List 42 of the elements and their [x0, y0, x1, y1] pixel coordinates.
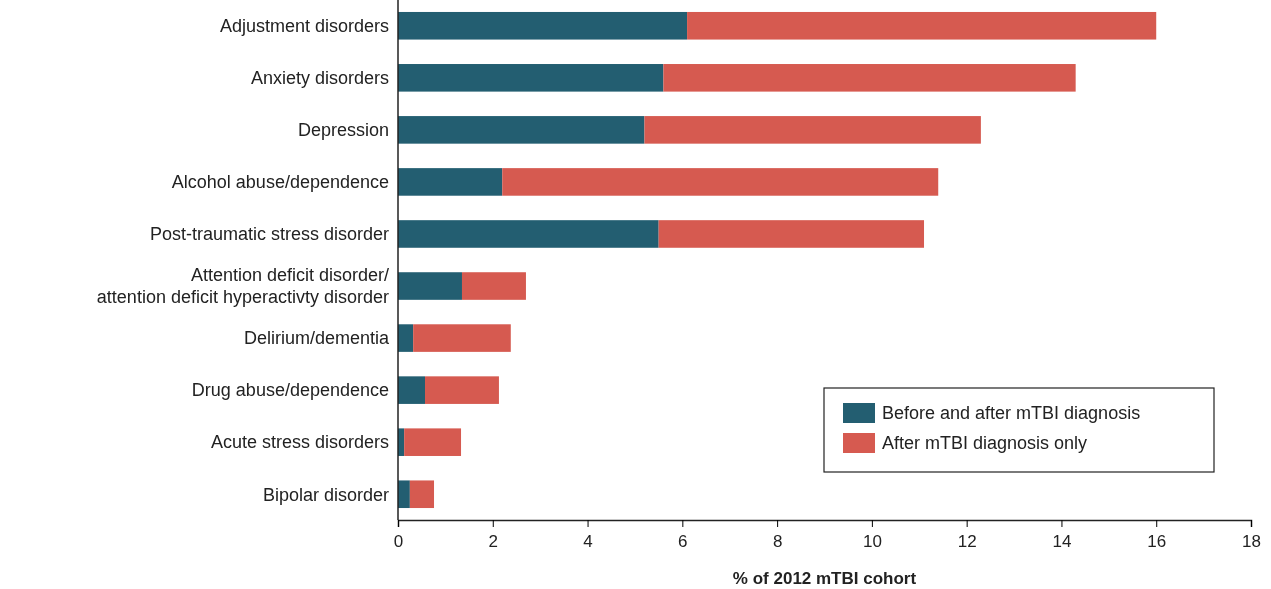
y-tick-label: Anxiety disorders	[250, 68, 389, 89]
bar	[413, 324, 511, 352]
bar	[398, 272, 462, 300]
x-tick-label: 10	[862, 532, 882, 551]
y-tick-label: Post-traumatic stress disorder	[149, 224, 389, 245]
bar	[409, 480, 435, 509]
y-tick-label: Acute stress disorders	[210, 432, 389, 453]
y-tick-label: Attention deficit disorder/ attention deficit hyperactivty disorder	[96, 265, 389, 308]
x-axis-title: % of 2012 mTBI cohort	[732, 569, 917, 588]
x-tick-label: 18	[1242, 532, 1261, 551]
bar	[658, 220, 925, 248]
legend-label: After mTBI diagnosis only	[882, 433, 1088, 454]
x-tick-label: 6	[678, 532, 688, 551]
x-tick-label: 8	[772, 532, 783, 551]
y-tick-label: Adjustment disorders	[219, 16, 389, 37]
x-tick-label: 2	[488, 532, 499, 551]
bar	[398, 480, 410, 509]
bar	[644, 116, 981, 144]
y-tick-label: Depression	[297, 120, 389, 141]
bar	[461, 272, 526, 300]
y-tick-label: Alcohol abuse/dependence	[171, 172, 389, 193]
bar	[404, 428, 462, 456]
bar	[398, 64, 664, 92]
bar	[398, 376, 426, 404]
bar	[663, 64, 1076, 92]
legend-label: Before and after mTBI diagnosis	[882, 403, 1141, 424]
bar	[425, 376, 499, 404]
bar	[398, 220, 659, 248]
y-tick-label: Bipolar disorder	[262, 484, 389, 505]
x-tick-label: 4	[583, 532, 593, 551]
x-tick-label: 0	[393, 532, 404, 551]
x-tick-label: 12	[957, 532, 977, 551]
y-tick-label: Delirium/dementia	[243, 328, 390, 349]
bar	[687, 11, 1157, 40]
x-tick-label: 14	[1052, 532, 1072, 551]
y-tick-label: Drug abuse/dependence	[191, 380, 389, 401]
bar	[398, 168, 503, 196]
bar	[398, 324, 414, 352]
bar	[502, 168, 939, 196]
bar	[398, 11, 688, 40]
x-tick-label: 16	[1147, 532, 1167, 551]
bar	[398, 116, 645, 144]
